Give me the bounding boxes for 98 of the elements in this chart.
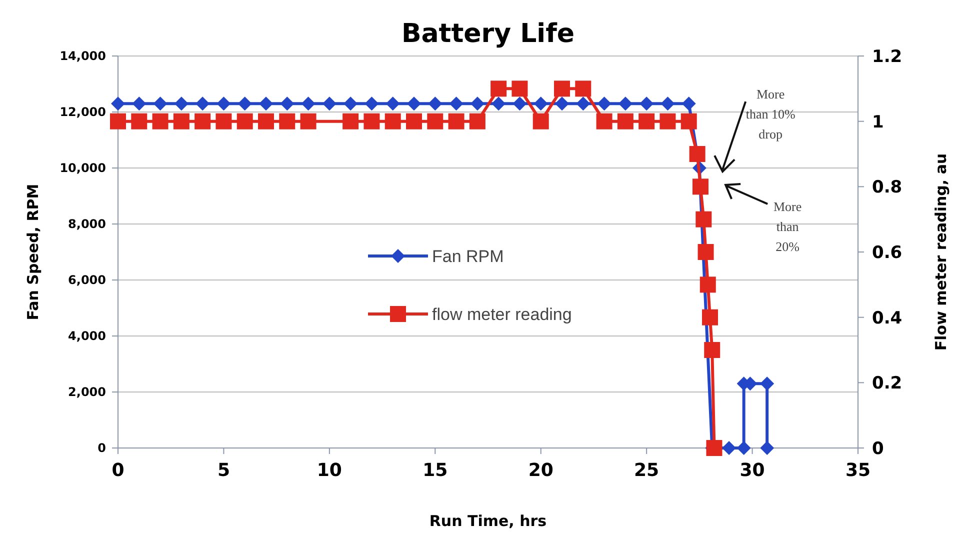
- point: [258, 113, 274, 130]
- legend-label: Fan RPM: [432, 246, 504, 266]
- point: [174, 96, 188, 111]
- point: [660, 96, 675, 111]
- point: [322, 96, 336, 111]
- x-tick-label: 5: [217, 460, 230, 481]
- point: [238, 96, 252, 111]
- point: [596, 113, 612, 130]
- point: [640, 96, 654, 111]
- point: [618, 96, 632, 111]
- point: [638, 113, 655, 130]
- point: [706, 440, 722, 456]
- point: [532, 113, 549, 130]
- x-tick-label: 15: [422, 460, 448, 481]
- annotation: More than 10% drop: [746, 86, 796, 142]
- point: [555, 96, 569, 111]
- point: [153, 96, 168, 111]
- point: [617, 113, 634, 130]
- point: [534, 96, 548, 111]
- point: [364, 96, 379, 111]
- point: [364, 113, 380, 130]
- point: [576, 96, 590, 111]
- point: [280, 96, 294, 111]
- chart-title: Battery Life: [401, 19, 575, 49]
- point: [554, 80, 570, 97]
- point: [342, 113, 359, 130]
- point: [682, 96, 696, 111]
- point: [279, 113, 296, 130]
- point: [196, 96, 210, 111]
- point: [173, 113, 190, 130]
- point: [760, 441, 774, 455]
- point: [216, 96, 231, 111]
- point: [692, 178, 708, 195]
- y-tick-label: 0: [98, 441, 106, 456]
- x-tick-label: 10: [316, 460, 342, 481]
- y-tick-label: 12,000: [60, 105, 106, 120]
- point: [384, 113, 401, 130]
- point: [512, 96, 527, 111]
- y2-tick-label: 0.8: [872, 178, 902, 198]
- point: [449, 96, 464, 111]
- y-tick-label: 14,000: [60, 49, 106, 64]
- point: [236, 113, 253, 130]
- point: [110, 113, 126, 130]
- point: [131, 113, 148, 130]
- y2-tick-label: 0.6: [872, 242, 902, 263]
- x-tick-label: 35: [845, 460, 871, 481]
- point: [575, 80, 592, 97]
- point: [492, 96, 506, 111]
- point: [597, 96, 612, 111]
- point: [427, 113, 444, 130]
- point: [470, 96, 484, 111]
- point: [301, 96, 316, 111]
- point: [300, 113, 316, 130]
- annotation: More than 20%: [773, 198, 802, 254]
- y-tick-label: 8,000: [68, 217, 106, 232]
- point: [448, 113, 464, 130]
- x-tick-label: 0: [112, 460, 124, 481]
- x-tick-label: 30: [740, 460, 765, 481]
- y-tick-label: 4,000: [68, 329, 106, 344]
- point: [698, 244, 714, 260]
- point: [132, 96, 146, 111]
- point: [259, 96, 273, 111]
- y2-tick-label: 0.2: [872, 374, 902, 394]
- point: [406, 113, 422, 130]
- x-axis-title: Run Time, hrs: [429, 512, 547, 530]
- point: [386, 96, 400, 111]
- point: [660, 113, 676, 130]
- y2-axis-title: Flow meter reading, au: [932, 153, 950, 351]
- y-tick-label: 2,000: [68, 385, 106, 400]
- point: [428, 96, 442, 111]
- point: [407, 96, 421, 111]
- y2-tick-label: 0: [872, 438, 884, 459]
- point: [736, 441, 751, 455]
- point: [469, 113, 486, 130]
- x-tick-label: 25: [634, 460, 660, 481]
- point: [696, 211, 712, 228]
- point: [700, 276, 716, 293]
- point: [344, 96, 358, 111]
- point: [194, 113, 211, 130]
- point: [702, 309, 718, 326]
- y2-tick-label: 1: [872, 112, 884, 132]
- point: [111, 96, 125, 111]
- point: [512, 80, 528, 97]
- point: [216, 113, 232, 130]
- legend-label: flow meter reading: [432, 304, 572, 324]
- point: [490, 80, 507, 97]
- y2-tick-label: 0.4: [872, 308, 902, 328]
- y2-tick-label: 1.2: [872, 46, 902, 67]
- y-tick-label: 6,000: [68, 273, 106, 288]
- point: [680, 113, 697, 130]
- y-tick-label: 10,000: [60, 161, 106, 176]
- point: [152, 113, 168, 130]
- x-tick-label: 20: [528, 460, 554, 481]
- point: [722, 441, 736, 455]
- point: [689, 146, 706, 162]
- point: [704, 342, 720, 358]
- y-axis-title: Fan Speed, RPM: [24, 184, 42, 320]
- point: [760, 376, 774, 391]
